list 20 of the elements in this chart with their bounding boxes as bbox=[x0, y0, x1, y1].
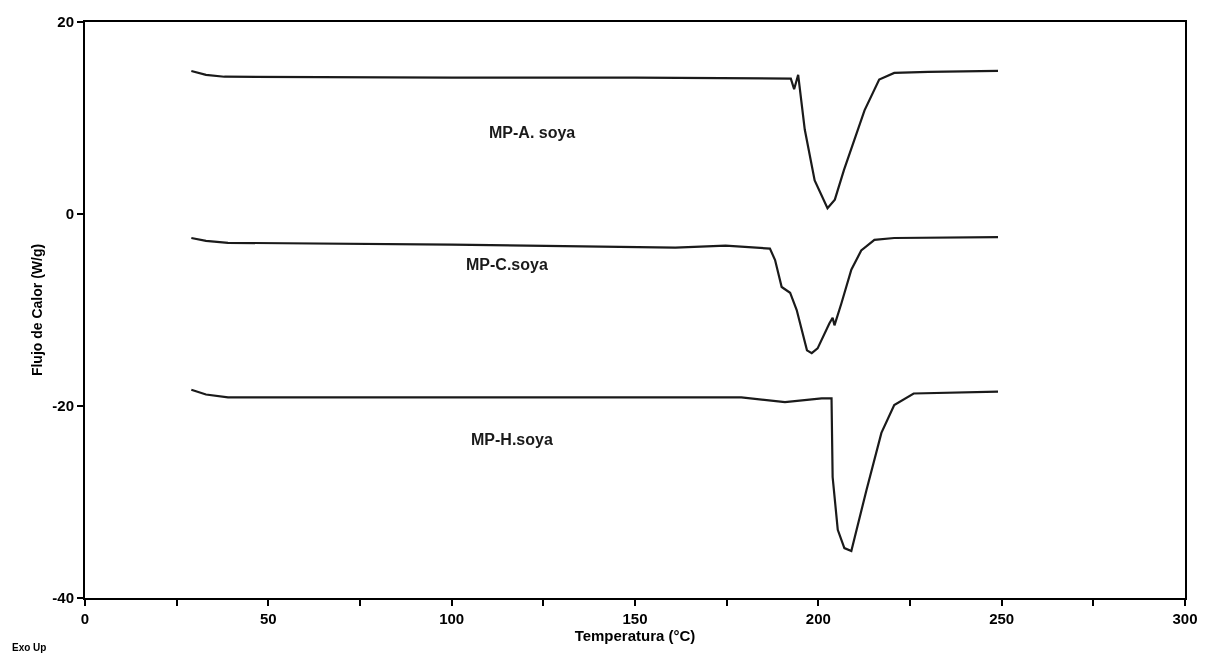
x-tick-label: 200 bbox=[805, 610, 831, 627]
x-tick-label: 100 bbox=[439, 610, 465, 627]
series-label: MP-C.soya bbox=[466, 256, 548, 273]
x-tick-label: 50 bbox=[259, 610, 277, 627]
y-tick-label: 20 bbox=[57, 13, 74, 31]
text: MP-A. soya bbox=[489, 124, 576, 141]
text: Exo Up bbox=[12, 642, 47, 653]
y-tick-label: -20 bbox=[52, 397, 74, 415]
line-series bbox=[190, 69, 1000, 210]
x-tick-label: 150 bbox=[622, 610, 648, 627]
x-tick-label: 250 bbox=[989, 610, 1015, 627]
line-series bbox=[190, 235, 1000, 355]
x-axis-title: Temperatura (°C) bbox=[574, 627, 696, 644]
line-series bbox=[190, 388, 1000, 553]
x-tick-label: 300 bbox=[1172, 610, 1198, 627]
y-tick-label: -40 bbox=[52, 589, 74, 607]
x-tick-label: 0 bbox=[80, 610, 90, 627]
y-axis-title: Flujo de Calor (W/g) bbox=[29, 243, 46, 377]
text: MP-H.soya bbox=[471, 431, 553, 448]
y-tick-label: 0 bbox=[65, 205, 74, 223]
